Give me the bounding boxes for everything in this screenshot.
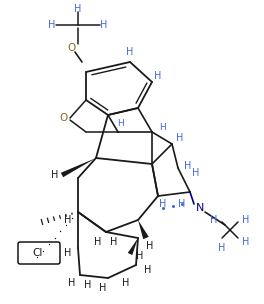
Text: H: H (159, 123, 165, 132)
Text: H: H (242, 215, 250, 225)
Text: H: H (84, 280, 92, 290)
Text: H: H (146, 241, 154, 251)
Polygon shape (138, 220, 149, 239)
Polygon shape (61, 158, 96, 177)
Text: H: H (48, 20, 56, 30)
Text: H: H (122, 278, 130, 288)
Text: N: N (196, 203, 204, 213)
Text: H: H (159, 199, 167, 209)
Text: H: H (154, 71, 162, 81)
Text: H: H (144, 265, 152, 275)
Text: H: H (74, 4, 82, 14)
Text: H: H (218, 243, 226, 253)
Text: H: H (192, 168, 200, 178)
Text: H: H (94, 237, 102, 247)
Text: Cl: Cl (33, 248, 43, 258)
Text: H: H (117, 119, 123, 127)
Text: H: H (110, 237, 118, 247)
Text: H: H (100, 20, 108, 30)
Text: H: H (64, 215, 72, 225)
Text: H: H (242, 237, 250, 247)
Polygon shape (128, 238, 138, 255)
Text: H: H (64, 248, 72, 258)
Text: H: H (184, 161, 192, 171)
Text: H: H (99, 283, 107, 293)
Text: H: H (51, 170, 59, 180)
Text: H: H (178, 199, 186, 209)
Text: O: O (59, 113, 67, 123)
Text: H: H (210, 215, 218, 225)
Text: H: H (126, 47, 134, 57)
Text: O: O (67, 43, 75, 53)
Text: H: H (176, 133, 184, 143)
FancyBboxPatch shape (18, 242, 60, 264)
Text: H: H (136, 251, 144, 261)
Text: H: H (68, 278, 76, 288)
